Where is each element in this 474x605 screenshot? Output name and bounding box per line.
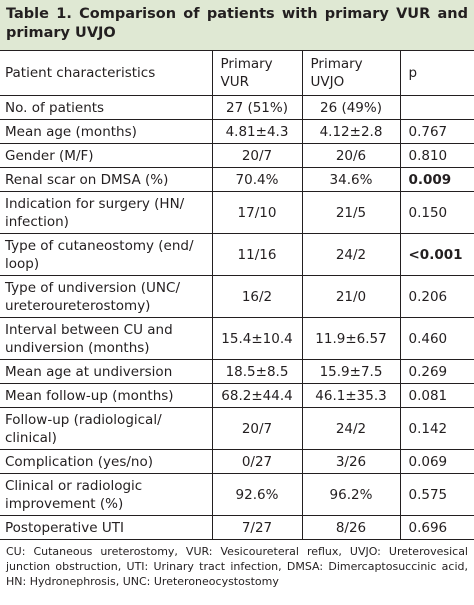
table-row: Mean age at undiversion 18.5±8.5 15.9±7.5 0…	[0, 359, 474, 384]
table-cell: 20/7	[211, 143, 303, 168]
header-cell: p	[399, 50, 474, 96]
table-row: Postoperative UTI 7/27 8/26 0.696	[0, 515, 474, 540]
table-row: Interval between CU and undiversion (mon…	[0, 317, 474, 360]
table-row: No. of patients 27 (51%) 26 (49%)	[0, 95, 474, 120]
table-cell: 21/0	[301, 275, 401, 318]
table-cell: 0.150	[399, 191, 474, 234]
row-label: Type of undiversion (UNC/ ureterouretero…	[0, 275, 213, 318]
table-cell: 0.767	[399, 119, 474, 144]
table-cell: 46.1±35.3	[301, 383, 401, 408]
row-label: Gender (M/F)	[0, 143, 213, 168]
table-cell: 34.6%	[301, 167, 401, 192]
table-cell: 26 (49%)	[301, 95, 401, 120]
table-cell: 0.142	[399, 407, 474, 450]
row-label: Type of cutaneostomy (end/ loop)	[0, 233, 213, 276]
row-label: Mean follow-up (months)	[0, 383, 213, 408]
row-label: Renal scar on DMSA (%)	[0, 167, 213, 192]
footnote: CU: Cutaneous ureterostomy, VUR: Vesicou…	[6, 545, 468, 588]
row-label: Interval between CU and undiversion (mon…	[0, 317, 213, 360]
table-cell: 0.069	[399, 449, 474, 474]
table-row: Complication (yes/no) 0/27 3/26 0.069	[0, 449, 474, 474]
table-cell: 21/5	[301, 191, 401, 234]
row-label: Indication for surgery (HN/ infection)	[0, 191, 213, 234]
row-label: Follow-up (radiological/ clinical)	[0, 407, 213, 450]
table-cell: 0/27	[211, 449, 303, 474]
row-label: Mean age (months)	[0, 119, 213, 144]
table-cell: 11/16	[211, 233, 303, 276]
table-cell: 0.810	[399, 143, 474, 168]
table-cell: 27 (51%)	[211, 95, 303, 120]
table-cell: 3/26	[301, 449, 401, 474]
table-cell: 4.81±4.3	[211, 119, 303, 144]
row-label: Mean age at undiversion	[0, 359, 213, 384]
table-cell: 8/26	[301, 515, 401, 540]
table-cell: 20/7	[211, 407, 303, 450]
table-cell: 92.6%	[211, 473, 303, 516]
header-cell: Primary VUR	[211, 50, 303, 96]
table-cell: 0.269	[399, 359, 474, 384]
table-row: Mean follow-up (months) 68.2±44.4 46.1±35.…	[0, 383, 474, 408]
table-cell	[399, 95, 474, 120]
table-cell: 24/2	[301, 233, 401, 276]
header-cell: Patient characteristics	[0, 50, 213, 96]
table-cell: 17/10	[211, 191, 303, 234]
table: Patient characteristics Primary VUR Primar…	[0, 50, 474, 540]
row-label: Postoperative UTI	[0, 515, 213, 540]
row-label: Complication (yes/no)	[0, 449, 213, 474]
table-cell: 4.12±2.8	[301, 119, 401, 144]
table-cell: 15.9±7.5	[301, 359, 401, 384]
table-cell: 20/6	[301, 143, 401, 168]
row-label: Clinical or radiologic improvement (%)	[0, 473, 213, 516]
table-cell: 18.5±8.5	[211, 359, 303, 384]
table-cell: 96.2%	[301, 473, 401, 516]
table-row: Renal scar on DMSA (%) 70.4% 34.6% 0.009	[0, 167, 474, 192]
table-row: Follow-up (radiological/ clinical) 20/7 24…	[0, 407, 474, 450]
table-cell: 68.2±44.4	[211, 383, 303, 408]
table-cell: 0.460	[399, 317, 474, 360]
table-row: Indication for surgery (HN/ infection) 17…	[0, 191, 474, 234]
table-cell: 0.081	[399, 383, 474, 408]
table-cell: 0.575	[399, 473, 474, 516]
table-row: Gender (M/F) 20/7 20/6 0.810	[0, 143, 474, 168]
table-row: Mean age (months) 4.81±4.3 4.12±2.8 0.767	[0, 119, 474, 144]
table-row: Type of cutaneostomy (end/ loop) 11/16 24/…	[0, 233, 474, 276]
table-cell: 16/2	[211, 275, 303, 318]
table-cell: 70.4%	[211, 167, 303, 192]
table-cell: 24/2	[301, 407, 401, 450]
table-cell: 11.9±6.57	[301, 317, 401, 360]
table-cell: 7/27	[211, 515, 303, 540]
table-cell: 0.009	[399, 167, 474, 192]
table-cell: 15.4±10.4	[211, 317, 303, 360]
header-cell: Primary UVJO	[301, 50, 401, 96]
table-cell: 0.696	[399, 515, 474, 540]
row-label: No. of patients	[0, 95, 213, 120]
table-cell: <0.001	[399, 233, 474, 276]
header-row: Patient characteristics Primary VUR Primar…	[0, 50, 474, 96]
table-row: Type of undiversion (UNC/ ureterouretero…	[0, 275, 474, 318]
table-row: Clinical or radiologic improvement (%) 92…	[0, 473, 474, 516]
table-cell: 0.206	[399, 275, 474, 318]
table-title: Table 1. Comparison of patients with pri…	[0, 0, 474, 50]
